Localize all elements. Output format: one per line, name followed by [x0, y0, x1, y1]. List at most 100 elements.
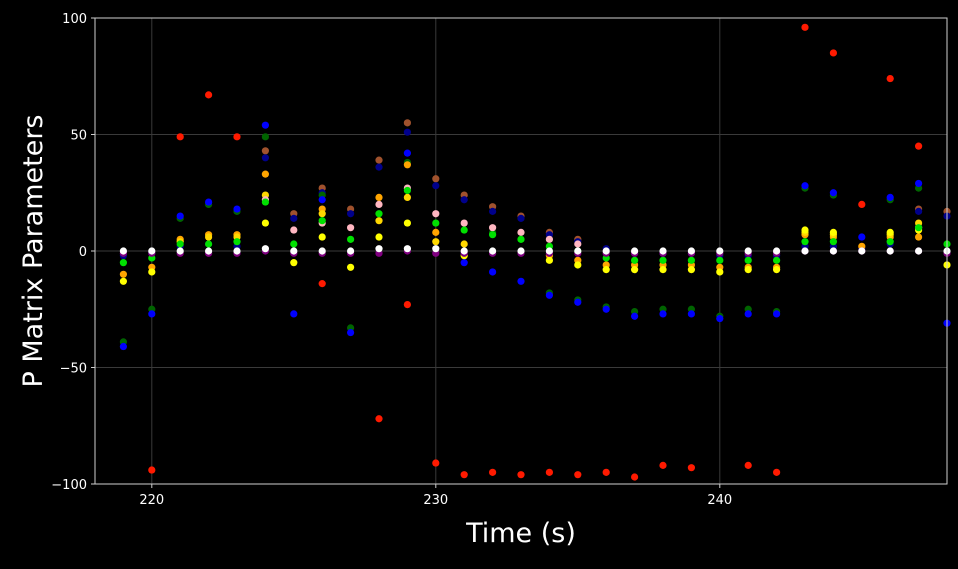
data-point — [205, 247, 213, 255]
data-point — [403, 219, 411, 227]
data-point — [886, 238, 894, 246]
data-point — [801, 247, 809, 255]
data-point — [403, 149, 411, 157]
data-point — [261, 121, 269, 129]
data-point — [773, 247, 781, 255]
data-point — [687, 247, 696, 255]
data-point — [744, 256, 752, 264]
data-point — [176, 240, 184, 248]
data-point — [517, 247, 525, 255]
data-point — [744, 461, 752, 469]
data-point — [233, 238, 241, 246]
data-point — [290, 310, 298, 318]
data-point — [375, 210, 383, 218]
data-point — [517, 214, 525, 222]
data-point — [261, 170, 269, 178]
data-point — [119, 277, 127, 285]
data-point — [375, 415, 383, 423]
data-point — [375, 163, 383, 171]
data-point — [545, 291, 554, 299]
data-point — [773, 468, 781, 476]
data-point — [744, 247, 752, 255]
data-point — [858, 200, 866, 208]
data-point — [915, 142, 923, 150]
data-point — [233, 247, 241, 255]
series-7 — [119, 219, 951, 285]
data-point — [659, 247, 667, 255]
data-point — [375, 217, 383, 225]
data-point — [801, 226, 809, 234]
data-point — [517, 471, 525, 479]
data-point — [318, 247, 326, 255]
data-point — [829, 49, 838, 57]
y-tick-label: 100 — [62, 12, 87, 27]
data-point — [318, 210, 326, 218]
data-point — [432, 228, 440, 236]
series-10 — [119, 247, 951, 257]
data-point — [773, 310, 781, 318]
data-point — [687, 266, 696, 274]
y-ticks: −100 −50 0 50 100 — [51, 12, 95, 493]
data-point — [432, 238, 440, 246]
data-point — [659, 310, 667, 318]
data-point — [119, 270, 127, 278]
data-point — [886, 193, 894, 202]
data-point — [403, 186, 411, 195]
data-point — [347, 210, 355, 218]
data-point — [432, 210, 440, 218]
x-tick-label: 230 — [423, 493, 448, 508]
data-point — [773, 266, 781, 274]
data-point — [205, 233, 213, 241]
data-point — [460, 219, 468, 227]
data-point — [460, 259, 468, 267]
data-point — [261, 133, 269, 141]
data-point — [176, 247, 184, 255]
data-point — [574, 247, 582, 255]
data-point — [403, 300, 411, 309]
data-point — [318, 196, 326, 204]
data-point — [858, 233, 866, 241]
x-tick-label: 220 — [139, 493, 164, 508]
series-8 — [261, 184, 923, 248]
data-point — [432, 459, 440, 467]
data-point — [148, 466, 156, 474]
data-point — [347, 263, 355, 271]
data-point — [318, 233, 326, 241]
data-point — [460, 196, 468, 204]
data-point — [403, 128, 411, 136]
data-point — [631, 312, 639, 320]
data-point — [347, 224, 355, 232]
data-point — [432, 245, 440, 253]
data-point — [602, 305, 610, 313]
data-point — [403, 245, 411, 253]
data-point — [545, 256, 554, 264]
data-point — [290, 240, 298, 248]
data-point — [744, 310, 752, 318]
data-point — [148, 268, 156, 276]
data-point — [347, 328, 355, 337]
data-point — [318, 280, 326, 288]
data-point — [119, 342, 127, 351]
data-points — [119, 23, 951, 481]
data-point — [829, 247, 838, 255]
data-point — [631, 473, 639, 481]
data-point — [716, 314, 724, 323]
data-point — [375, 233, 383, 241]
data-point — [261, 154, 269, 162]
series-2 — [119, 128, 951, 260]
data-point — [744, 266, 752, 274]
data-point — [801, 238, 809, 246]
data-point — [290, 259, 298, 267]
data-point — [631, 266, 639, 274]
data-point — [432, 175, 440, 183]
data-point — [801, 182, 809, 190]
data-point — [517, 277, 525, 285]
data-point — [829, 189, 838, 197]
data-point — [261, 219, 269, 227]
data-point — [886, 228, 894, 236]
data-point — [290, 247, 298, 255]
data-point — [687, 256, 696, 264]
data-point — [915, 233, 923, 241]
data-point — [574, 261, 582, 269]
